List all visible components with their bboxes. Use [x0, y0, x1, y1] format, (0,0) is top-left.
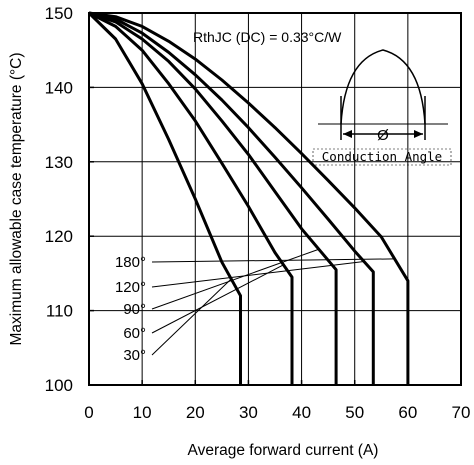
- x-tick-label: 0: [84, 403, 93, 422]
- series-label: 120°: [115, 279, 146, 296]
- series-curve: [88, 11, 338, 385]
- x-tick-label: 20: [186, 403, 205, 422]
- y-axis-title: Maximum allowable case temperature (°C): [8, 52, 25, 345]
- series-label: 30°: [123, 347, 146, 364]
- y-tick-label: 110: [46, 302, 73, 321]
- x-tick-label: 30: [239, 403, 258, 422]
- plot-frame: [88, 12, 462, 386]
- leader-line: [151, 248, 320, 310]
- leader-line: [151, 264, 284, 334]
- tick-labels: 0 10 20 30 40 50 60 70 100 110 120 130 140 150: [45, 4, 471, 422]
- series-label: 90°: [123, 301, 146, 318]
- half-sine-wave: [340, 49, 426, 125]
- leader-line: [151, 258, 395, 263]
- y-tick-label: 150: [45, 4, 73, 23]
- caption-frame: [312, 148, 452, 166]
- series-curve: [88, 11, 375, 385]
- x-axis-title: Average forward current (A): [188, 442, 379, 459]
- conduction-angle-inset: Ø Conduction Angle: [312, 49, 452, 166]
- series-label: 180°: [115, 254, 146, 271]
- x-tick-label: 60: [398, 403, 417, 422]
- leader-line: [151, 260, 365, 288]
- rthjc-annotation: RthJC (DC) = 0.33°C/W: [193, 29, 342, 45]
- series-curve: [88, 11, 410, 385]
- x-tick-label: 40: [292, 403, 311, 422]
- series-label: 60°: [123, 325, 146, 342]
- y-tick-label: 100: [45, 376, 73, 395]
- x-tick-label: 10: [133, 403, 152, 422]
- inset-caption: Conduction Angle: [322, 149, 442, 164]
- y-tick-label: 120: [45, 227, 73, 246]
- x-tick-label: 50: [345, 403, 364, 422]
- leader-line: [151, 278, 232, 356]
- conduction-angle-symbol: Ø: [377, 127, 389, 144]
- y-tick-label: 140: [45, 78, 73, 97]
- series-labels: 180° 120° 90° 60° 30°: [115, 254, 146, 364]
- arrow-heads: [343, 130, 423, 138]
- x-tick-label: 70: [452, 403, 471, 422]
- series-leader-lines: [151, 248, 395, 356]
- y-tick-label: 130: [45, 153, 73, 172]
- series-curve: [87, 11, 242, 385]
